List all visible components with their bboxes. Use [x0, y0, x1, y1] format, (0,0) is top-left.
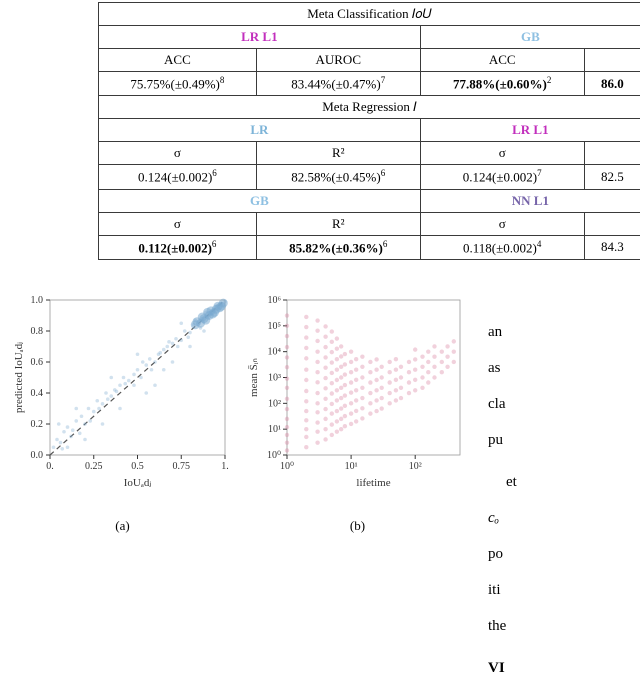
col-r2-4 — [584, 212, 640, 235]
col-auroc-2 — [584, 49, 640, 72]
col-sigma-4: σ — [420, 212, 584, 235]
svg-text:0.2: 0.2 — [31, 419, 44, 430]
reg-nn-r2: 84.3 — [584, 235, 640, 259]
svg-text:10¹: 10¹ — [345, 461, 358, 472]
meta-table: Meta Classification 𝐼𝑜𝑈 LR L1 GB ACC AUR… — [0, 0, 640, 260]
chart-b-block: 10⁰ 10¹ 10² 10⁰ 10¹ 10² 10³ 10⁴ 10⁵ 10⁶ lifetime me… — [245, 290, 470, 692]
svg-text:10⁰: 10⁰ — [267, 450, 281, 461]
col-acc-1: ACC — [99, 49, 257, 72]
svg-text:10²: 10² — [268, 398, 281, 409]
class-lrl1-acc: 75.75%(±0.49%)8 — [99, 72, 257, 96]
col-auroc-1: AUROC — [256, 49, 420, 72]
svg-text:0.25: 0.25 — [85, 461, 103, 472]
meta-class-header: Meta Classification 𝐼𝑜𝑈 — [99, 3, 640, 26]
method-lr: LR — [250, 122, 268, 137]
svg-text:lifetime: lifetime — [356, 477, 390, 489]
reg-gb-r2: 85.82%(±0.36%)6 — [256, 235, 420, 259]
meta-reg-header: Meta Regression 𝐼 — [99, 96, 640, 119]
col-r2-2 — [584, 142, 640, 165]
svg-text:10⁴: 10⁴ — [268, 347, 282, 358]
svg-text:10³: 10³ — [268, 372, 281, 383]
chart-b: 10⁰ 10¹ 10² 10⁰ 10¹ 10² 10³ 10⁴ 10⁵ 10⁶ lifetime me… — [245, 290, 470, 490]
svg-text:10⁰: 10⁰ — [280, 461, 294, 472]
col-acc-2: ACC — [420, 49, 584, 72]
method-lrl1-2: LR L1 — [512, 122, 548, 137]
chart-a-block: 0. 0.25 0.5 0.75 1. 0.0 0.2 0.4 0.6 0.8 1.0 IoUₐdⱼ p… — [10, 290, 235, 692]
svg-text:1.: 1. — [221, 461, 229, 472]
svg-text:0.6: 0.6 — [31, 357, 44, 368]
svg-text:IoUₐdⱼ: IoUₐdⱼ — [124, 477, 152, 489]
col-sigma-1: σ — [99, 142, 257, 165]
col-sigma-2: σ — [420, 142, 584, 165]
col-r2-1: R² — [256, 142, 420, 165]
svg-text:0.0: 0.0 — [31, 450, 44, 461]
reg-lrl1-sigma: 0.124(±0.002)7 — [420, 165, 584, 189]
cutoff-text: an as cla pu et cₒ po iti the VI — [480, 290, 630, 692]
col-sigma-3: σ — [99, 212, 257, 235]
svg-text:0.5: 0.5 — [131, 461, 144, 472]
caption-b: (b) — [350, 518, 365, 534]
method-gb-2: GB — [250, 193, 269, 208]
class-gb-acc: 77.88%(±0.60%)2 — [420, 72, 584, 96]
reg-lr-r2: 82.58%(±0.45%)6 — [256, 165, 420, 189]
method-lrl1: LR L1 — [241, 29, 277, 44]
svg-text:0.8: 0.8 — [31, 326, 44, 337]
svg-text:1.0: 1.0 — [31, 295, 44, 306]
reg-gb-sigma: 0.112(±0.002)6 — [99, 235, 257, 259]
svg-text:10⁵: 10⁵ — [268, 321, 282, 332]
reg-lr-sigma: 0.124(±0.002)6 — [99, 165, 257, 189]
col-r2-3: R² — [256, 212, 420, 235]
svg-text:mean S̄ᵢₙ: mean S̄ᵢₙ — [248, 358, 260, 397]
method-nnl1: NN L1 — [512, 193, 549, 208]
svg-text:10⁶: 10⁶ — [268, 295, 282, 306]
reg-lrl1-r2: 82.5 — [584, 165, 640, 189]
reg-nn-sigma: 0.118(±0.002)4 — [420, 235, 584, 259]
svg-text:predicted IoUₐdⱼ: predicted IoUₐdⱼ — [13, 342, 25, 413]
caption-a: (a) — [115, 518, 129, 534]
svg-text:0.75: 0.75 — [173, 461, 191, 472]
svg-text:10²: 10² — [409, 461, 422, 472]
class-gb-auroc: 86.0 — [584, 72, 640, 96]
svg-text:10¹: 10¹ — [268, 424, 281, 435]
class-lrl1-auroc: 83.44%(±0.47%)7 — [256, 72, 420, 96]
chart-a: 0. 0.25 0.5 0.75 1. 0.0 0.2 0.4 0.6 0.8 1.0 IoUₐdⱼ p… — [10, 290, 235, 490]
svg-text:0.: 0. — [46, 461, 54, 472]
method-gb: GB — [521, 29, 540, 44]
svg-text:0.4: 0.4 — [31, 388, 44, 399]
